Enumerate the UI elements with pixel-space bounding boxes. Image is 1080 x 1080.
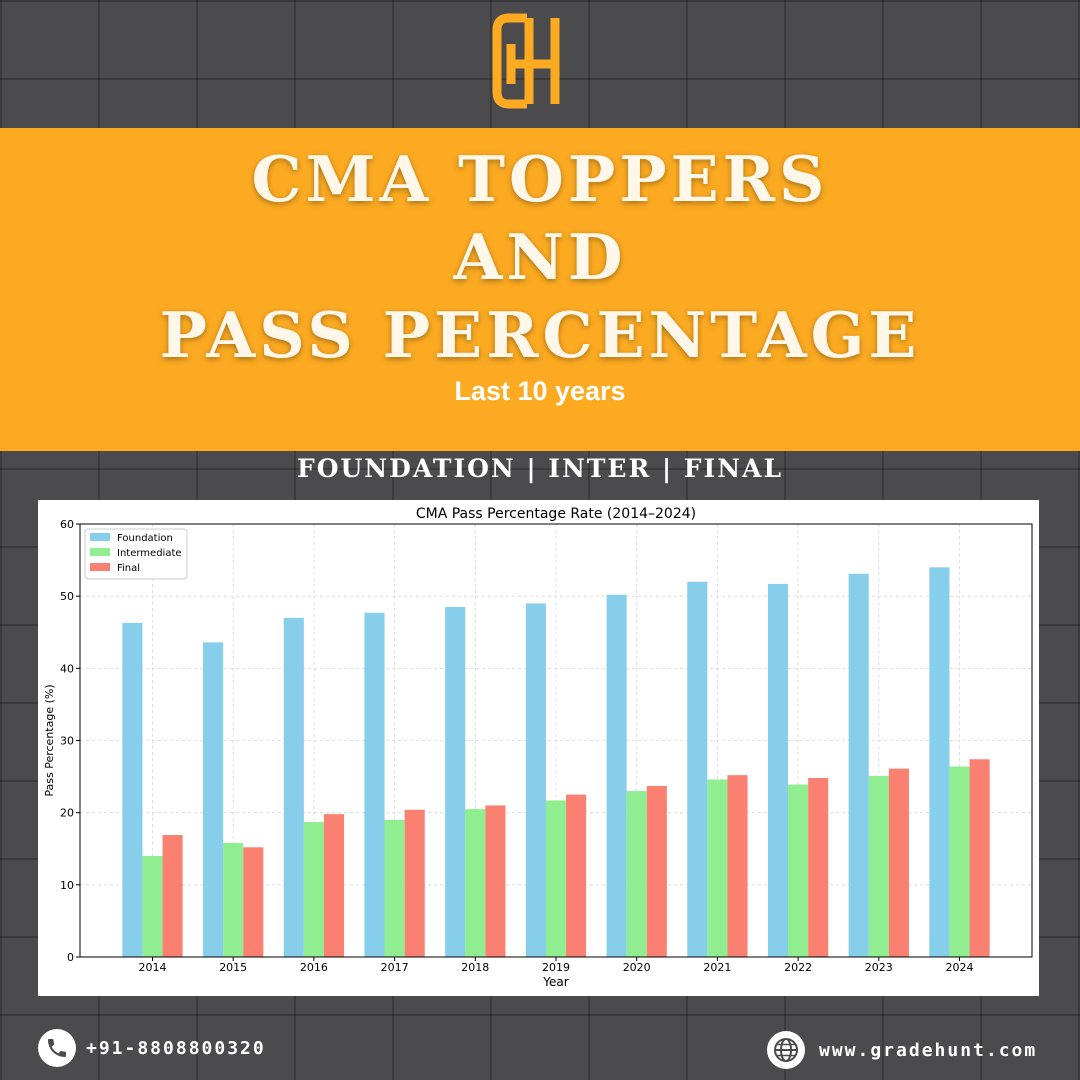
y-tick-label: 0	[67, 951, 74, 964]
x-axis-label: Year	[542, 975, 568, 989]
bar-intermediate-2016	[303, 822, 324, 957]
bar-final-2020	[646, 785, 667, 957]
legend-swatch-intermediate	[90, 548, 110, 556]
gradehunt-logo	[492, 13, 560, 109]
bar-intermediate-2023	[868, 775, 889, 957]
y-tick-label: 40	[60, 662, 74, 675]
bar-foundation-2014	[122, 622, 143, 957]
phone-contact[interactable]: +91-8808800320	[38, 1029, 266, 1067]
bar-foundation-2022	[767, 583, 789, 957]
bar-final-2017	[404, 809, 425, 957]
bar-final-2015	[243, 847, 264, 957]
bar-foundation-2018	[445, 606, 466, 957]
legend-box	[84, 528, 188, 580]
bar-final-2014	[162, 835, 183, 957]
bar-final-2018	[485, 805, 506, 957]
y-tick-label: 50	[60, 590, 74, 603]
chart-panel: 0 10 20 30 40 50 60 2014 2015 2016 2017 2018 2019 202…	[38, 500, 1039, 996]
bar-foundation-2020	[606, 594, 627, 957]
bar-final-2019	[566, 794, 587, 957]
phone-icon	[38, 1029, 76, 1067]
legend-swatch-final	[90, 563, 110, 571]
y-tick-label: 60	[60, 518, 74, 531]
bar-final-2023	[888, 768, 909, 957]
y-tick-label: 10	[60, 879, 74, 892]
x-tick-label: 2021	[703, 961, 731, 974]
title-banner	[0, 128, 1080, 451]
y-axis-label: Pass Percentage (%)	[43, 684, 56, 796]
legend-label-foundation: Foundation	[117, 533, 173, 544]
bar-foundation-2019	[525, 603, 546, 957]
bar-foundation-2023	[848, 573, 869, 957]
x-tick-label: 2019	[542, 961, 570, 974]
x-tick-label: 2020	[623, 961, 651, 974]
x-tick-label: 2014	[139, 961, 167, 974]
x-tick-label: 2024	[946, 961, 974, 974]
bar-intermediate-2022	[788, 784, 809, 957]
x-tick-label: 2018	[461, 961, 489, 974]
pass-percentage-chart: 0 10 20 30 40 50 60 2014 2015 2016 2017 2018 2019 202…	[43, 506, 1033, 989]
bar-intermediate-2024	[949, 766, 970, 957]
phone-number[interactable]: +91-8808800320	[86, 1037, 266, 1059]
bar-intermediate-2018	[465, 809, 486, 957]
bar-foundation-2024	[929, 567, 950, 957]
legend-label-final: Final	[117, 563, 140, 574]
chart-title: CMA Pass Percentage Rate (2014–2024)	[416, 506, 696, 522]
legend-label-intermediate: Intermediate	[117, 548, 182, 559]
globe-icon	[767, 1031, 805, 1069]
x-tick-label: 2017	[381, 961, 409, 974]
y-tick-label: 20	[60, 807, 74, 820]
x-tick-label: 2015	[219, 961, 247, 974]
bar-intermediate-2015	[223, 842, 244, 957]
website-contact[interactable]: www.gradehunt.com	[767, 1031, 1037, 1069]
bar-intermediate-2021	[707, 779, 728, 957]
title-line-1: CMA TOPPERS	[251, 142, 829, 216]
bar-final-2016	[323, 814, 345, 957]
x-tick-label: 2016	[300, 961, 328, 974]
bar-final-2024	[969, 759, 990, 957]
legend-swatch-foundation	[90, 533, 110, 541]
title-line-3: PASS PERCENTAGE	[159, 298, 921, 372]
x-tick-label: 2022	[784, 961, 812, 974]
subtitle: Last 10 years	[454, 376, 626, 406]
bar-foundation-2016	[283, 617, 304, 957]
bar-intermediate-2017	[384, 819, 405, 957]
bar-intermediate-2019	[545, 800, 567, 957]
website-url[interactable]: www.gradehunt.com	[819, 1039, 1038, 1061]
bar-foundation-2015	[203, 642, 224, 957]
bar-final-2022	[808, 778, 829, 957]
bar-foundation-2017	[364, 612, 385, 957]
title-line-2: AND	[453, 220, 627, 294]
levels-label: FOUNDATION | INTER | FINAL	[296, 454, 784, 483]
bar-intermediate-2020	[626, 791, 647, 957]
bar-intermediate-2014	[142, 855, 163, 957]
bar-foundation-2021	[687, 581, 708, 957]
bar-final-2021	[727, 775, 748, 957]
x-tick-label: 2023	[865, 961, 893, 974]
y-tick-label: 30	[60, 735, 74, 748]
